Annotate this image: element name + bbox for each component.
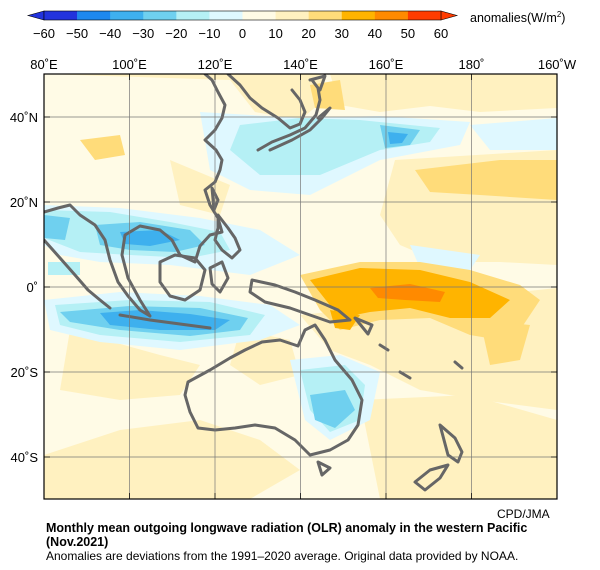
colorbar-tick-label: 30 [335, 26, 349, 41]
map-panel: 80˚E 100˚E 120˚E 140˚E 160˚E 180˚ 160˚W 40˚N 20˚… [10, 57, 577, 500]
lon-label: 100˚E [112, 57, 147, 72]
lon-label: 160˚E [369, 57, 404, 72]
lon-label: 160˚W [538, 57, 577, 72]
colorbar-tick-label: −50 [66, 26, 88, 41]
lat-label: 20˚S [11, 365, 39, 380]
colorbar-tick-label: −10 [198, 26, 220, 41]
lat-label: 20˚N [10, 195, 38, 210]
colorbar-segment [308, 11, 343, 20]
colorbar-segment [341, 11, 376, 20]
colorbar-units: anomalies(W/m2) [470, 10, 565, 25]
map-frame [43, 73, 558, 500]
credit-label: CPD/JMA [497, 507, 550, 521]
colorbar-tick-label: 60 [434, 26, 448, 41]
colorbar-tick-label: 0 [239, 26, 246, 41]
colorbar-segment [143, 11, 177, 20]
axis-labels: 80˚E 100˚E 120˚E 140˚E 160˚E 180˚ 160˚W 40˚N 20˚… [10, 57, 577, 465]
colorbar-tick-label: −40 [99, 26, 121, 41]
colorbar-tick-label: 10 [268, 26, 282, 41]
lat-label: 40˚S [11, 450, 39, 465]
coastlines [44, 74, 464, 492]
caption-title: Monthly mean outgoing longwave radiation… [46, 521, 528, 549]
colorbar-segment [176, 11, 210, 20]
colorbar-tick-label: 40 [368, 26, 382, 41]
colorbar-segment [275, 11, 309, 20]
colorbar-tick-label: −30 [132, 26, 154, 41]
colorbar-segment [77, 11, 111, 20]
lat-label: 0˚ [26, 280, 38, 295]
caption-note: Anomalies are deviations from the 1991–2… [46, 549, 519, 563]
anomaly-field [44, 74, 557, 499]
lon-label: 140˚E [283, 57, 318, 72]
colorbar-tick-label: 20 [301, 26, 315, 41]
lon-label: 180˚ [458, 57, 484, 72]
colorbar-tick-label: 50 [401, 26, 415, 41]
colorbar-segment [44, 11, 78, 20]
colorbar-low-arrow [26, 10, 45, 21]
colorbar-frame [43, 10, 442, 21]
grid-lines [43, 74, 558, 499]
colorbar-tick-label: −20 [165, 26, 187, 41]
colorbar: −60 −50 −40 −30 −20 −10 0 10 20 30 40 50 60 anomalie… [26, 10, 565, 41]
colorbar-high-arrow [440, 10, 459, 21]
colorbar-tick-label: −60 [33, 26, 55, 41]
colorbar-segment [374, 11, 409, 20]
colorbar-segment [242, 11, 276, 20]
colorbar-segment [110, 11, 144, 20]
colorbar-segment [209, 11, 243, 20]
lat-label: 40˚N [10, 110, 38, 125]
lon-label: 80˚E [30, 57, 58, 72]
colorbar-segment [407, 11, 442, 20]
lon-label: 120˚E [198, 57, 233, 72]
